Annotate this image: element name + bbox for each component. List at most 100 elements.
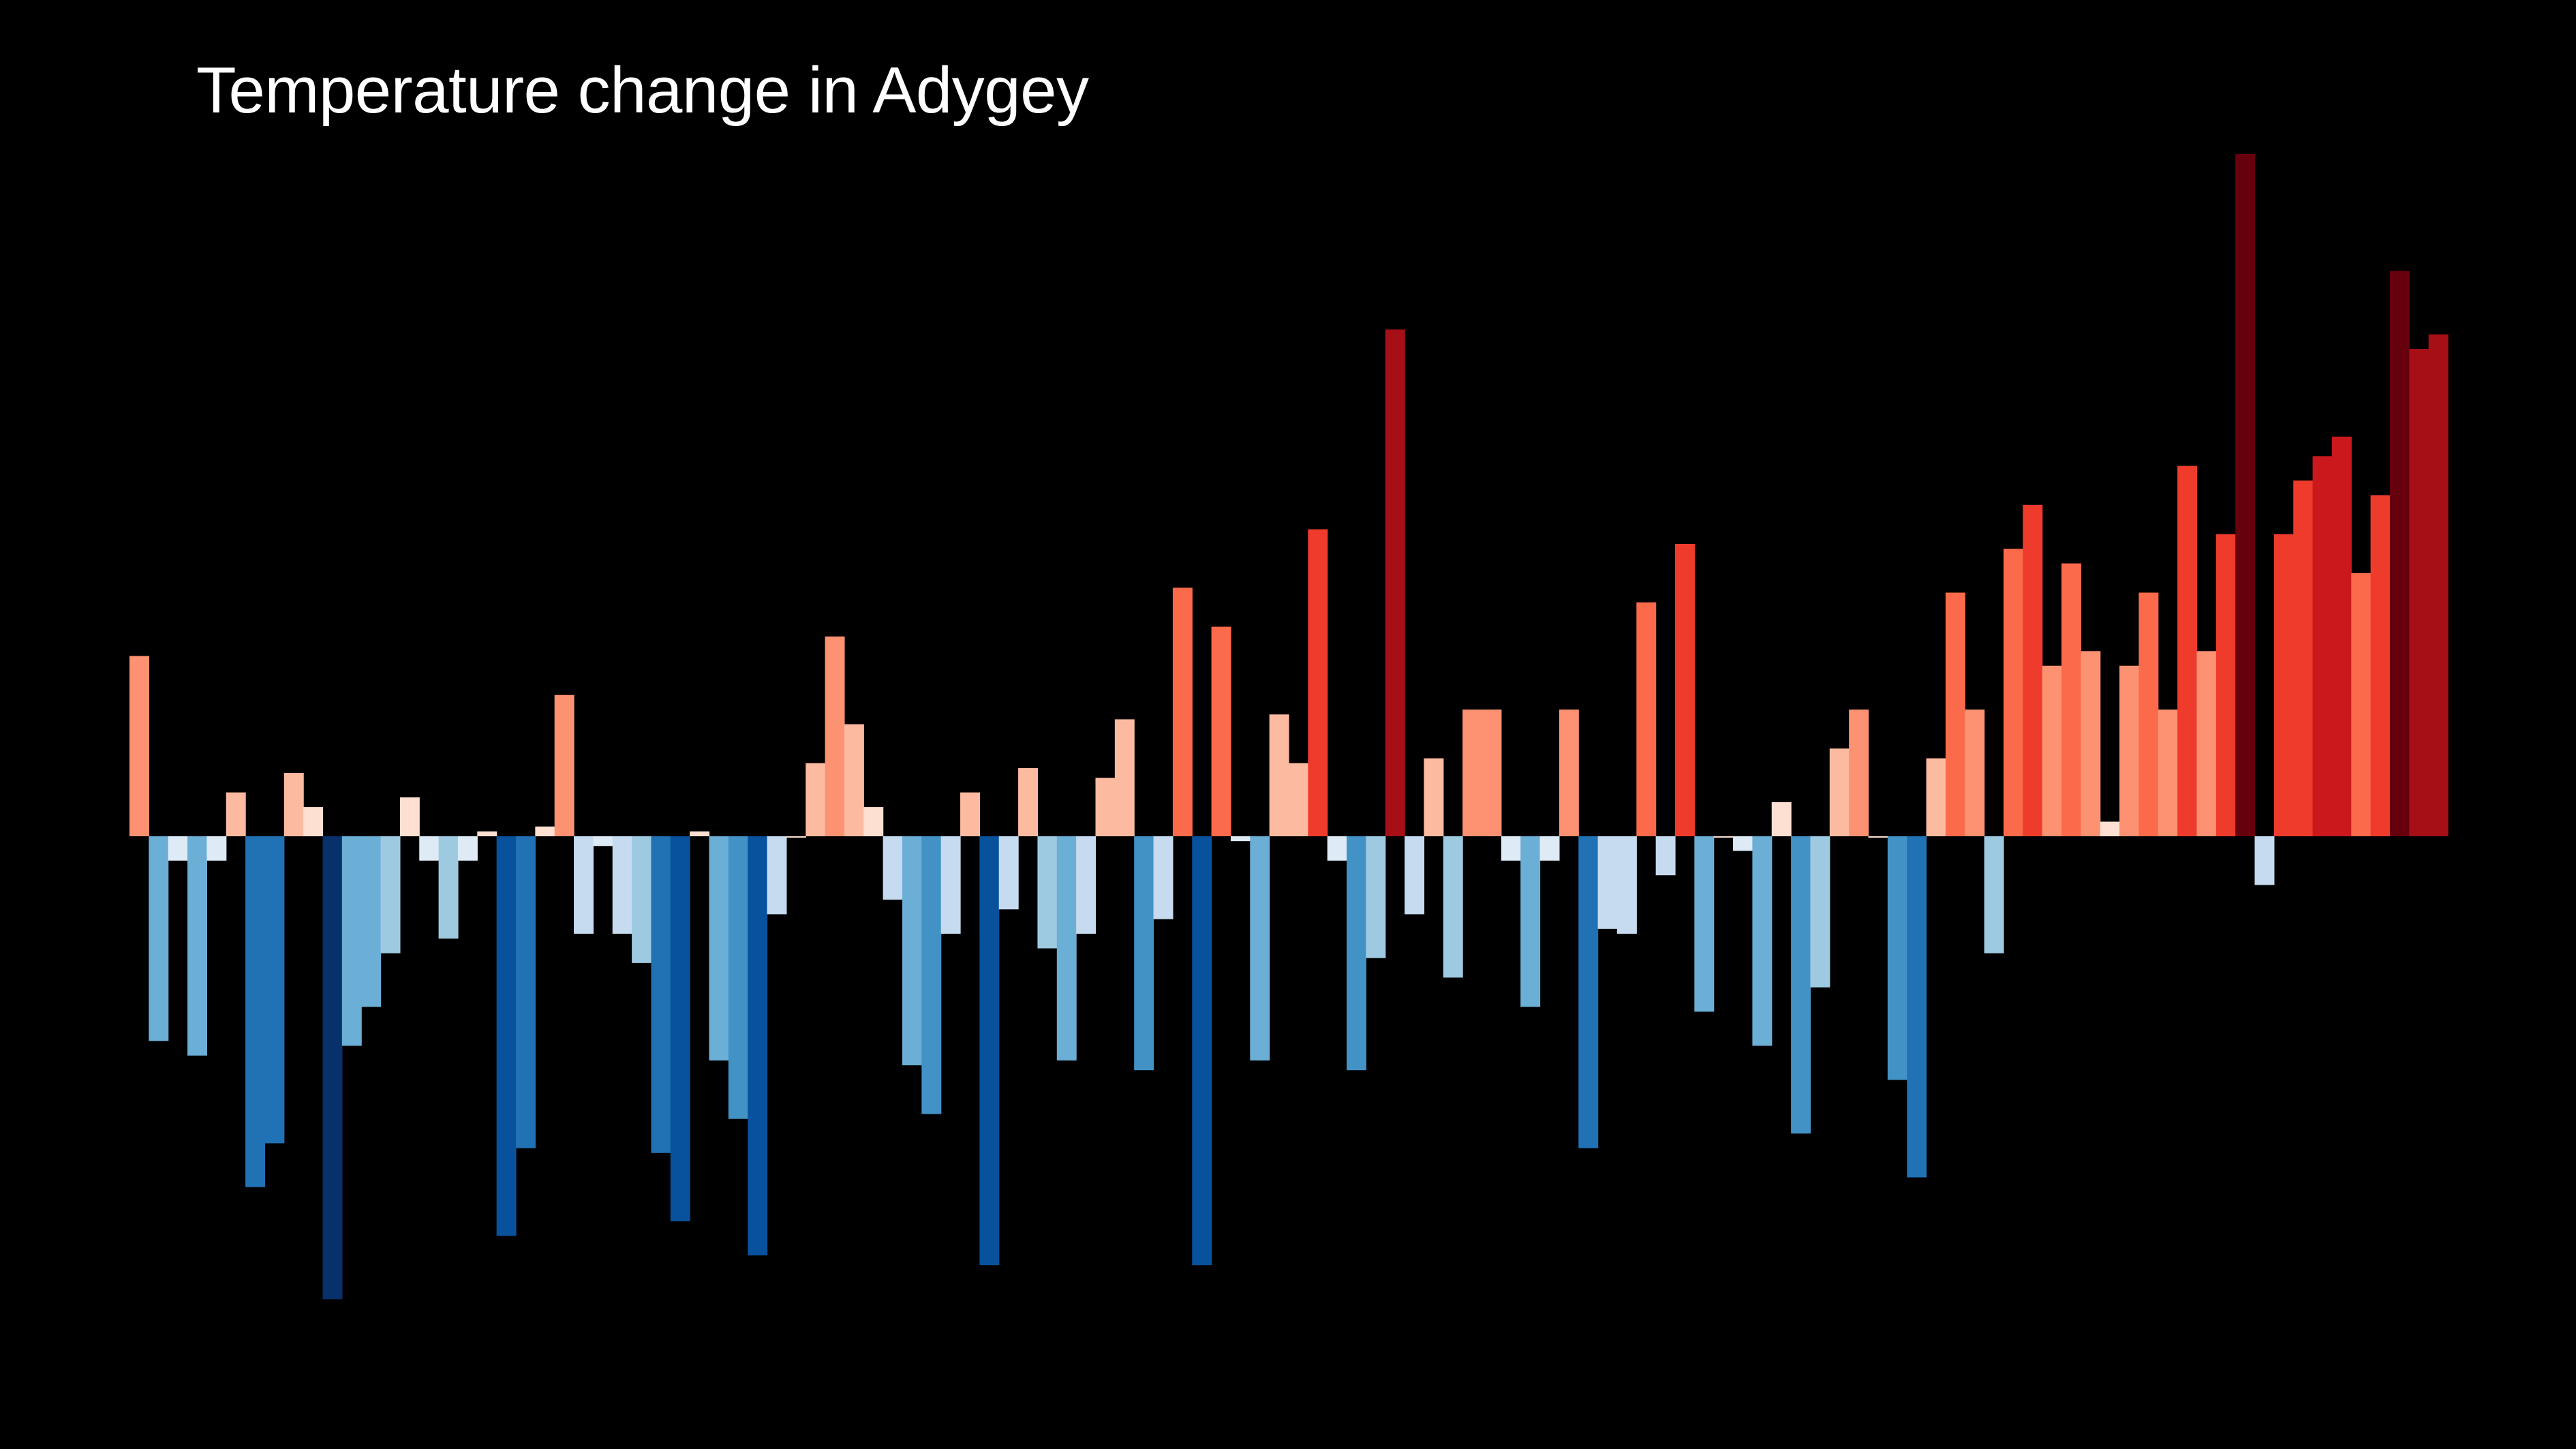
bar bbox=[825, 636, 845, 836]
bar bbox=[612, 836, 632, 934]
chart-title: Temperature change in Adygey bbox=[196, 54, 1089, 127]
bar bbox=[2293, 481, 2314, 836]
bar bbox=[1868, 836, 1888, 838]
bar bbox=[2273, 534, 2294, 836]
bar bbox=[1385, 329, 1405, 836]
bar bbox=[1887, 836, 1907, 1080]
bar bbox=[2042, 665, 2062, 836]
bar bbox=[940, 836, 961, 934]
bar bbox=[593, 836, 613, 846]
bar bbox=[2351, 573, 2372, 836]
bar bbox=[496, 836, 517, 1236]
bar bbox=[1405, 836, 1425, 915]
bar bbox=[226, 792, 246, 836]
bar bbox=[1172, 588, 1193, 836]
bar bbox=[1636, 602, 1657, 836]
bar bbox=[1347, 836, 1366, 1071]
bar bbox=[129, 656, 149, 836]
bar bbox=[1056, 836, 1077, 1061]
bar bbox=[283, 773, 304, 836]
bar bbox=[149, 836, 169, 1041]
bar bbox=[1095, 778, 1116, 836]
bar bbox=[1308, 529, 1328, 836]
bar bbox=[1269, 714, 1289, 836]
bar bbox=[303, 807, 324, 836]
bar bbox=[670, 836, 690, 1221]
bar bbox=[1250, 836, 1270, 1061]
bar bbox=[1616, 836, 1637, 934]
bar bbox=[921, 836, 942, 1114]
bar bbox=[1559, 710, 1579, 836]
bar bbox=[1945, 592, 1965, 836]
bar bbox=[1771, 802, 1792, 836]
bar bbox=[1694, 836, 1715, 1012]
bar bbox=[1713, 836, 1734, 838]
bar bbox=[1810, 836, 1830, 988]
bar bbox=[1907, 836, 1927, 1178]
bar bbox=[2158, 710, 2178, 836]
bar bbox=[1037, 836, 1058, 949]
bar bbox=[632, 836, 652, 963]
bar bbox=[1733, 836, 1753, 851]
bar bbox=[535, 826, 555, 836]
bar bbox=[1192, 836, 1212, 1266]
bar bbox=[1211, 626, 1231, 836]
bar bbox=[998, 836, 1019, 910]
bar bbox=[1984, 836, 2004, 954]
bar bbox=[2254, 836, 2275, 885]
bar bbox=[1597, 836, 1618, 929]
bar bbox=[206, 836, 227, 861]
bar bbox=[960, 792, 980, 836]
bar bbox=[902, 836, 922, 1066]
bar bbox=[1018, 767, 1039, 836]
bar bbox=[786, 836, 806, 838]
bar bbox=[748, 836, 768, 1255]
bar bbox=[2177, 466, 2198, 836]
bar bbox=[457, 836, 478, 861]
bar bbox=[187, 836, 207, 1056]
bar bbox=[2138, 592, 2159, 836]
bar bbox=[806, 763, 826, 836]
bar bbox=[380, 836, 401, 954]
bar bbox=[361, 836, 382, 1007]
bar bbox=[1366, 836, 1386, 958]
bar bbox=[1230, 836, 1251, 842]
bar bbox=[438, 836, 459, 939]
bar bbox=[1462, 710, 1483, 836]
bar bbox=[2215, 534, 2236, 836]
bar bbox=[1424, 758, 1444, 836]
bar bbox=[1675, 544, 1695, 836]
bar bbox=[1289, 763, 1308, 836]
bar bbox=[2312, 456, 2333, 836]
bar bbox=[1114, 719, 1135, 836]
bar bbox=[2061, 563, 2081, 836]
bar bbox=[1965, 710, 1985, 836]
bar bbox=[1501, 836, 1521, 861]
bar bbox=[2428, 334, 2449, 836]
bar bbox=[844, 724, 864, 836]
bar bbox=[2235, 154, 2256, 836]
bar bbox=[399, 797, 420, 836]
bar bbox=[767, 836, 787, 915]
bar bbox=[863, 807, 884, 836]
bar bbox=[1926, 758, 1946, 836]
bar bbox=[1829, 748, 1850, 836]
bar bbox=[2119, 665, 2139, 836]
bar bbox=[477, 831, 497, 836]
bar bbox=[1539, 836, 1560, 861]
bar bbox=[2081, 651, 2101, 836]
bar bbox=[1076, 836, 1097, 934]
bar bbox=[419, 836, 440, 861]
bar bbox=[1327, 836, 1347, 861]
bar bbox=[2331, 436, 2352, 836]
bar bbox=[728, 836, 748, 1119]
bar bbox=[264, 836, 285, 1144]
bar bbox=[2196, 651, 2217, 836]
bar bbox=[2409, 349, 2429, 836]
bar bbox=[168, 836, 188, 861]
bar bbox=[2023, 504, 2043, 836]
bar bbox=[651, 836, 671, 1153]
bar bbox=[1752, 836, 1773, 1046]
bars-group bbox=[129, 154, 2449, 1300]
